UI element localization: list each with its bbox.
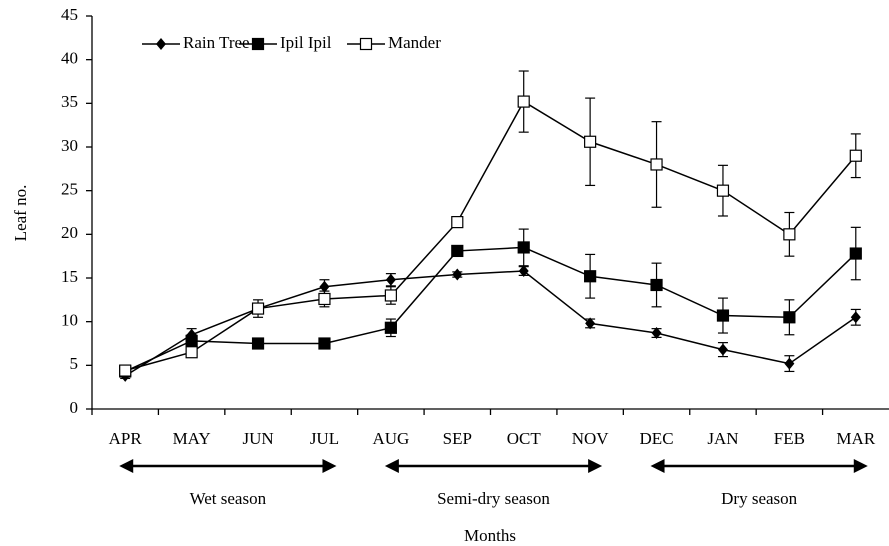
marker: [517, 241, 530, 254]
legend-marker: [359, 37, 373, 51]
marker: [651, 327, 662, 340]
marker: [650, 278, 663, 292]
marker: [319, 280, 330, 293]
arrow-head: [588, 459, 603, 473]
marker: [783, 311, 796, 324]
x-tick-label: NOV: [572, 429, 610, 448]
marker: [716, 309, 730, 322]
y-tick-label: 40: [61, 49, 78, 68]
y-tick-label: 30: [61, 136, 78, 155]
y-axis-label: Leaf no.: [11, 185, 30, 242]
x-tick-label: JUN: [242, 429, 273, 448]
y-tick-label: 5: [70, 354, 79, 373]
marker: [650, 158, 663, 171]
season-label: Semi-dry season: [437, 489, 550, 508]
marker: [584, 270, 597, 283]
marker: [849, 149, 862, 162]
arrow-head: [650, 459, 665, 473]
marker: [185, 334, 198, 347]
arrow-head: [322, 459, 337, 473]
y-tick-label: 25: [61, 180, 78, 199]
x-tick-label: MAR: [836, 429, 875, 448]
marker: [716, 184, 730, 197]
series-line: [124, 246, 857, 373]
marker: [385, 273, 396, 286]
marker: [584, 135, 597, 148]
marker: [850, 311, 861, 324]
x-tick-label: JUL: [310, 429, 339, 448]
marker: [384, 321, 397, 334]
x-tick-label: JAN: [707, 429, 738, 448]
series-line: [124, 270, 857, 377]
legend-label: Ipil Ipil: [280, 33, 332, 52]
y-tick-label: 35: [61, 92, 78, 111]
series-line: [125, 100, 857, 372]
season-label: Dry season: [721, 489, 798, 508]
arrow-head: [119, 459, 134, 473]
y-tick-label: 15: [61, 267, 78, 286]
legend-marker: [156, 38, 166, 50]
season-label: Wet season: [190, 489, 267, 508]
x-tick-label: APR: [109, 429, 143, 448]
y-tick-label: 20: [61, 223, 78, 242]
marker: [251, 302, 265, 315]
legend-marker: [251, 37, 265, 51]
marker: [318, 292, 331, 306]
marker: [251, 337, 265, 350]
marker: [783, 228, 796, 241]
legend-label: Mander: [388, 33, 441, 52]
arrow-head: [853, 459, 868, 473]
marker: [451, 244, 464, 258]
marker: [585, 317, 596, 330]
x-tick-label: MAY: [173, 429, 211, 448]
marker: [451, 216, 464, 229]
marker: [452, 268, 463, 281]
x-tick-label: DEC: [640, 429, 674, 448]
x-axis-label: Months: [464, 526, 516, 545]
marker: [384, 289, 397, 302]
marker: [717, 343, 728, 356]
legend-label: Rain Tree: [183, 33, 250, 52]
x-tick-label: FEB: [774, 429, 805, 448]
marker: [119, 364, 132, 377]
marker: [518, 265, 529, 278]
marker: [517, 95, 530, 108]
marker: [784, 357, 795, 370]
y-tick-label: 10: [61, 311, 78, 330]
marker: [185, 346, 198, 359]
x-tick-label: OCT: [507, 429, 542, 448]
marker: [849, 247, 862, 260]
x-tick-label: AUG: [372, 429, 409, 448]
x-tick-label: SEP: [443, 429, 472, 448]
y-tick-label: 45: [61, 5, 78, 24]
arrow-head: [384, 459, 399, 473]
marker: [318, 337, 331, 350]
y-tick-label: 0: [70, 398, 79, 417]
